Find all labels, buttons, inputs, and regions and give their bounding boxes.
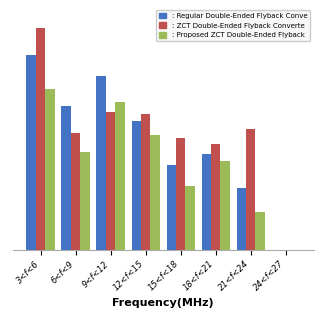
Bar — [132, 121, 141, 250]
Legend: : Regular Double-Ended Flyback Conve, : ZCT Double-Ended Flyback Converte, : Pro: : Regular Double-Ended Flyback Conve, : … — [156, 10, 310, 41]
Bar — [141, 114, 150, 250]
Bar — [255, 212, 265, 250]
Bar — [246, 129, 255, 250]
Bar — [97, 76, 106, 250]
Bar — [27, 55, 36, 250]
Bar — [106, 112, 116, 250]
Bar — [166, 165, 176, 250]
X-axis label: Frequency(MHz): Frequency(MHz) — [112, 299, 214, 308]
Bar — [116, 101, 125, 250]
Bar — [202, 155, 211, 250]
Bar — [61, 106, 71, 250]
Bar — [211, 144, 220, 250]
Bar — [220, 161, 230, 250]
Bar — [45, 89, 55, 250]
Bar — [150, 135, 160, 250]
Bar — [176, 138, 185, 250]
Bar — [71, 133, 80, 250]
Bar — [236, 188, 246, 250]
Bar — [36, 28, 45, 250]
Bar — [185, 186, 195, 250]
Bar — [80, 152, 90, 250]
